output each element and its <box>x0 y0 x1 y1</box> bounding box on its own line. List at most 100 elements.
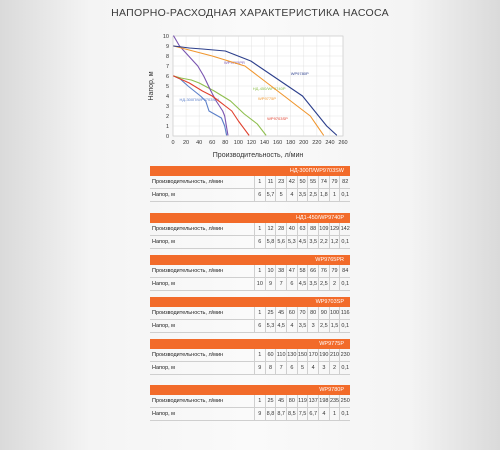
spec-table: WP9703SP Производительность, л/мин 1 25 45 60… <box>150 297 350 333</box>
series-point <box>220 117 222 119</box>
table-row: Производительность, л/мин 1 12 28 40 63 88 109 1… <box>150 223 350 236</box>
table-cell: 3 <box>307 320 318 332</box>
table-cell: 1,5 <box>328 320 340 332</box>
table-cell: 4 <box>286 320 297 332</box>
series-point <box>256 123 258 125</box>
table-cell: 235 <box>328 395 340 407</box>
table-cell: 4,5 <box>296 278 308 290</box>
table-cell: 2,5 <box>318 320 329 332</box>
table-cell: 130 <box>286 349 297 361</box>
table-cell: 7 <box>275 278 286 290</box>
table-title: WP9775P <box>150 339 350 349</box>
table-cell: 142 <box>339 223 350 235</box>
table-cell: 80 <box>307 307 318 319</box>
y-tick-label: 10 <box>163 34 169 40</box>
table-cell: 198 <box>318 395 329 407</box>
table-cell: 1 <box>254 176 265 188</box>
table-cell: 4,5 <box>275 320 286 332</box>
series-point <box>237 120 239 122</box>
series-point <box>202 90 203 92</box>
table-cell: 1 <box>328 408 340 420</box>
row-label: Напор, м <box>152 365 175 371</box>
x-tick-label: 20 <box>183 140 189 146</box>
series-point <box>224 50 226 52</box>
series-point <box>230 100 231 102</box>
table-cell: 28 <box>275 223 286 235</box>
y-tick-label: 3 <box>166 104 169 110</box>
table-cell: 110 <box>275 349 286 361</box>
table-cell: 63 <box>296 223 308 235</box>
x-tick-label: 100 <box>234 140 243 146</box>
table-cell: 3 <box>318 362 329 374</box>
table-row: Напор, м 6 5,3 4,5 4 3,5 3 2,5 1,5 0,1 <box>150 320 350 333</box>
row-label: Напор, м <box>152 281 175 287</box>
series-point <box>211 55 213 57</box>
table-cell: 25 <box>264 307 276 319</box>
table-cell: 0,1 <box>339 362 350 374</box>
table-cell: 10 <box>264 265 276 277</box>
row-label: Производительность, л/мин <box>152 310 224 316</box>
row-label: Напор, м <box>152 411 175 417</box>
table-cell: 210 <box>328 349 340 361</box>
table-row: Производительность, л/мин 1 25 45 80 119 137 19… <box>150 395 350 408</box>
table-cell: 79 <box>328 265 340 277</box>
table-row: Напор, м 6 5,8 5,6 5,3 4,5 3,5 2,2 1,2 0,1 <box>150 236 350 249</box>
table-row: Напор, м 9 8,8 8,7 8,5 7,5 6,7 4 1 0,1 <box>150 408 350 421</box>
table-cell: 1 <box>254 223 265 235</box>
series-point <box>283 95 285 97</box>
table-cell: 50 <box>296 176 308 188</box>
table-cell: 6 <box>254 189 265 201</box>
series-point <box>188 47 190 49</box>
series-point <box>302 95 303 97</box>
series-point <box>211 95 213 97</box>
table-cell: 80 <box>286 395 297 407</box>
x-tick-label: 40 <box>196 140 202 146</box>
table-cell: 230 <box>339 349 350 361</box>
table-cell: 25 <box>264 395 276 407</box>
table-cell: 8,8 <box>264 408 276 420</box>
table-cell: 150 <box>296 349 308 361</box>
table-cell: 74 <box>318 176 329 188</box>
table-cell: 2,5 <box>307 189 318 201</box>
table-cell: 5,7 <box>264 189 276 201</box>
table-cell: 0,1 <box>339 320 350 332</box>
y-tick-label: 8 <box>166 54 169 60</box>
table-cell: 3,5 <box>296 320 308 332</box>
table-cell: 100 <box>328 307 340 319</box>
series-point <box>224 105 226 107</box>
y-tick-label: 6 <box>166 74 169 80</box>
series-point <box>309 115 311 117</box>
table-cell: 7 <box>275 362 286 374</box>
y-tick-label: 0 <box>166 134 169 140</box>
table-cell: 6 <box>286 278 297 290</box>
table-cell: 129 <box>328 223 340 235</box>
table-cell: 1 <box>254 307 265 319</box>
table-cell: 8,5 <box>286 408 297 420</box>
table-cell: 0,1 <box>339 278 350 290</box>
table-cell: 5,8 <box>264 236 276 248</box>
series-point <box>231 110 233 112</box>
y-tick-label: 5 <box>166 84 169 90</box>
table-cell: 4,5 <box>296 236 308 248</box>
table-cell: 42 <box>286 176 297 188</box>
table-cell: 1 <box>254 265 265 277</box>
series-label: НД-300П/WP9703SW <box>180 97 220 102</box>
table-cell: 1,2 <box>328 236 340 248</box>
row-label: Производительность, л/мин <box>152 352 224 358</box>
spec-table: WP9775P Производительность, л/мин 1 60 110 13… <box>150 339 350 375</box>
table-cell: 5,3 <box>286 236 297 248</box>
table-row: Напор, м 9 8 7 6 5 4 3 2 0,1 <box>150 362 350 375</box>
y-tick-label: 7 <box>166 64 169 70</box>
table-cell: 4 <box>286 189 297 201</box>
table-cell: 12 <box>264 223 276 235</box>
table-cell: 3,5 <box>296 189 308 201</box>
spec-table: WP9765PR Производительность, л/мин 1 10 38 47… <box>150 255 350 291</box>
table-cell: 1 <box>254 349 265 361</box>
x-tick-label: 80 <box>222 140 228 146</box>
table-cell: 3,5 <box>307 236 318 248</box>
table-title: WP9703SP <box>150 297 350 307</box>
x-tick-label: 60 <box>209 140 215 146</box>
series-point <box>224 125 226 127</box>
table-row: Производительность, л/мин 1 60 110 130 150 170… <box>150 349 350 362</box>
table-cell: 45 <box>275 395 286 407</box>
